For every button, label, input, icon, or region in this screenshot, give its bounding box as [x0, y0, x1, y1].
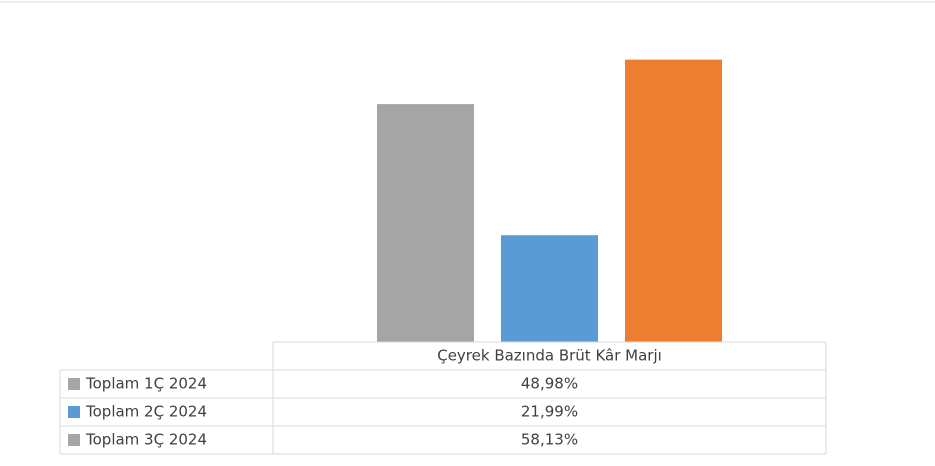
bar	[625, 59, 722, 342]
legend-key	[68, 378, 80, 390]
bar	[377, 104, 474, 343]
legend-key	[68, 434, 80, 446]
value-label: 58,13%	[521, 431, 578, 449]
value-label: 21,99%	[521, 403, 578, 421]
bar	[501, 235, 598, 342]
legend-key	[68, 406, 80, 418]
legend-label: Toplam 1Ç 2024	[85, 375, 207, 393]
legend-label: Toplam 2Ç 2024	[85, 403, 207, 421]
category-label: Çeyrek Bazında Brüt Kâr Marjı	[437, 347, 662, 365]
legend-label: Toplam 3Ç 2024	[85, 431, 207, 449]
value-label: 48,98%	[521, 375, 578, 393]
